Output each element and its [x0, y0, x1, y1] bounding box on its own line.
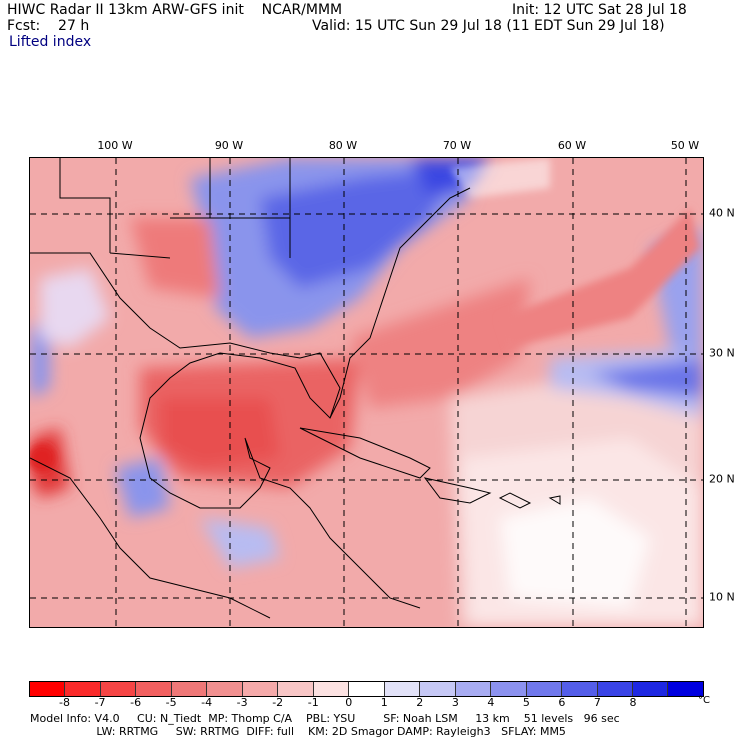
- colorbar-tick-label: 2: [416, 696, 424, 709]
- colorbar-tick-label: 0: [345, 696, 353, 709]
- colorbar-tick-label: 1: [380, 696, 388, 709]
- colorbar-swatch: [278, 682, 314, 696]
- colorbar-tick-label: 4: [487, 696, 495, 709]
- colorbar-swatch: [526, 682, 563, 696]
- forecast-hour: Fcst: 27 h: [7, 18, 90, 34]
- map-canvas: [30, 158, 703, 627]
- colorbar-swatch: [455, 682, 492, 696]
- valid-time: Valid: 15 UTC Sun 29 Jul 18 (11 EDT Sun …: [312, 18, 665, 34]
- colorbar-tick-label: 5: [522, 696, 530, 709]
- colorbar-unit: °C: [698, 695, 710, 706]
- colorbar-swatch: [632, 682, 669, 696]
- colorbar-swatch: [100, 682, 137, 696]
- colorbar-swatch: [65, 682, 101, 696]
- lon-label-100w: 100 W: [97, 139, 133, 152]
- colorbar-tick-label: 8: [629, 696, 637, 709]
- colorbar: [29, 681, 704, 697]
- fine-detail: [30, 158, 700, 472]
- model-title: HIWC Radar II 13km ARW-GFS init NCAR/MMM: [7, 2, 343, 18]
- colorbar-swatch: [313, 682, 350, 696]
- colorbar-tick-label: -7: [94, 696, 106, 709]
- colorbar-swatch: [207, 682, 243, 696]
- colorbar-swatch: [562, 682, 598, 696]
- colorbar-tick-label: 3: [451, 696, 459, 709]
- lon-label-70w: 70 W: [442, 139, 472, 152]
- field-name: Lifted index: [9, 34, 92, 50]
- lon-label-90w: 90 W: [214, 139, 244, 152]
- lat-label-40n: 40 N: [709, 206, 735, 220]
- colorbar-tick-label: -6: [130, 696, 142, 709]
- lon-label-50w: 50 W: [670, 139, 700, 152]
- model-info-line1: Model Info: V4.0 CU: N_Tiedt MP: Thomp C…: [30, 712, 620, 725]
- colorbar-tick-label: -1: [307, 696, 319, 709]
- lon-label-80w: 80 W: [328, 139, 358, 152]
- colorbar-tick-label: -4: [201, 696, 213, 709]
- colorbar-swatch: [420, 682, 456, 696]
- colorbar-swatch: [597, 682, 633, 696]
- lon-label-60w: 60 W: [557, 139, 587, 152]
- colorbar-swatch: [491, 682, 527, 696]
- colorbar-swatch: [242, 682, 279, 696]
- colorbar-swatch: [136, 682, 172, 696]
- colorbar-swatch: [384, 682, 421, 696]
- lat-label-20n: 20 N: [709, 472, 735, 486]
- colorbar-swatch: [668, 682, 703, 696]
- colorbar-swatch: [349, 682, 385, 696]
- lat-label-10n: 10 N: [709, 590, 735, 604]
- colorbar-tick-label: 7: [593, 696, 601, 709]
- init-time: Init: 12 UTC Sat 28 Jul 18: [512, 2, 687, 18]
- colorbar-tick-label: -3: [236, 696, 248, 709]
- model-info-line2: LW: RRTMG SW: RRTMG DIFF: full KM: 2D Sm…: [30, 725, 566, 738]
- colorbar-tick-label: 6: [558, 696, 566, 709]
- colorbar-tick-label: -5: [165, 696, 177, 709]
- colorbar-swatch: [30, 682, 66, 696]
- field-shading: [30, 158, 703, 627]
- colorbar-tick-label: -2: [272, 696, 284, 709]
- colorbar-tick-label: -8: [59, 696, 70, 709]
- colorbar-swatch: [171, 682, 208, 696]
- lat-label-30n: 30 N: [709, 346, 735, 360]
- lifted-index-map: [29, 157, 704, 628]
- coastlines: [30, 158, 561, 619]
- lat-lon-grid: [30, 158, 703, 627]
